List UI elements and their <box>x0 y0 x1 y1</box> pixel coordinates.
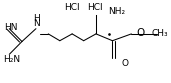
Text: O: O <box>121 59 128 68</box>
Text: H: H <box>33 14 40 23</box>
Text: HN: HN <box>4 23 17 32</box>
Text: N: N <box>33 19 40 28</box>
Text: O: O <box>136 28 144 39</box>
Text: NH₂: NH₂ <box>108 7 125 16</box>
Text: H₂N: H₂N <box>4 55 21 64</box>
Text: CH₃: CH₃ <box>152 29 168 38</box>
Text: HCl: HCl <box>64 2 80 12</box>
Text: HCl: HCl <box>87 2 103 12</box>
